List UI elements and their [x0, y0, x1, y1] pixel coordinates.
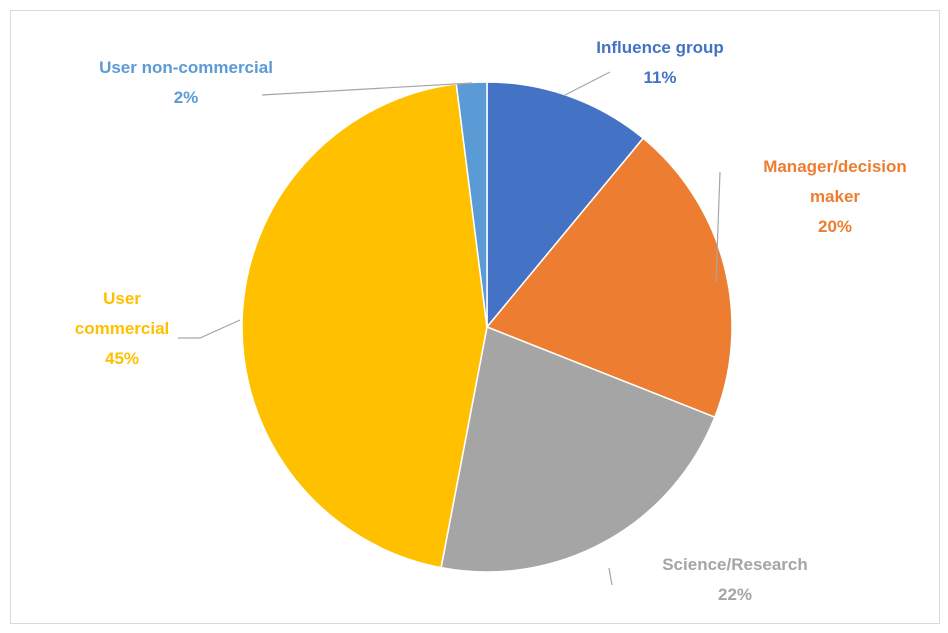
data-label: Science/Research 22% — [625, 550, 845, 610]
data-label: Manager/decision maker 20% — [750, 152, 920, 242]
category-label: Manager/decision maker — [763, 157, 907, 206]
pie-slice — [485, 137, 733, 419]
category-label: User commercial — [74, 289, 170, 338]
pie-slice — [486, 81, 645, 330]
value-label: 45% — [104, 349, 140, 368]
value-label: 20% — [817, 217, 853, 236]
pie-slice — [440, 325, 716, 573]
value-label: 11% — [643, 68, 677, 87]
leader-lines — [178, 71, 721, 586]
leader-line — [608, 567, 613, 586]
value-label: 2% — [173, 88, 199, 107]
category-label: Science/Research — [662, 555, 808, 574]
data-label: Influence group 11% — [560, 33, 760, 93]
data-label: User non-commercial 2% — [66, 53, 306, 113]
value-label: 22% — [717, 585, 753, 604]
leader-line — [178, 319, 241, 339]
pie — [241, 81, 733, 573]
category-label: Influence group — [596, 38, 724, 57]
leader-line — [715, 171, 721, 283]
data-label: User commercial 45% — [67, 284, 177, 374]
leader-line — [261, 82, 473, 96]
leader-line — [564, 71, 611, 96]
category-label: User non-commercial — [99, 58, 273, 77]
pie-slice — [241, 83, 488, 569]
